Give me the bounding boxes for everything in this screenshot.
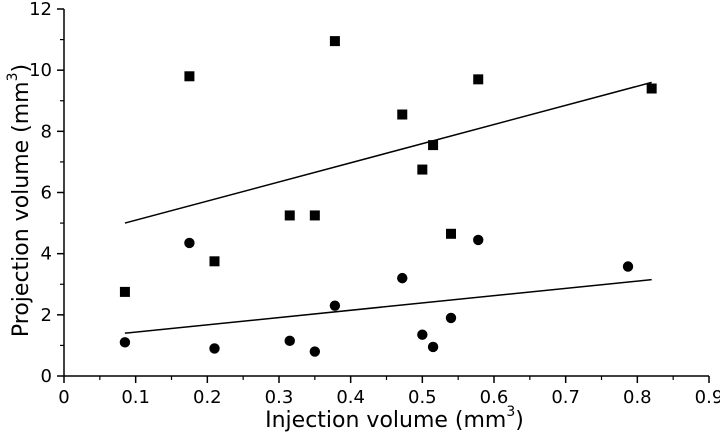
- square-marker: [309, 210, 320, 221]
- x-tick-label: 0.4: [336, 387, 365, 408]
- circle-marker: [473, 234, 484, 246]
- fit-line-series-1: [124, 81, 652, 224]
- y-tick-label: 6: [41, 183, 52, 204]
- circle-marker: [427, 341, 439, 353]
- circle-marker: [184, 237, 195, 249]
- y-tick-label: 10: [29, 60, 52, 81]
- circle-marker: [622, 261, 634, 272]
- square-marker: [397, 109, 408, 120]
- fit-lines: [124, 81, 652, 334]
- y-tick-label: 12: [29, 0, 52, 20]
- square-marker: [446, 228, 456, 239]
- x-tick-label: 0.2: [193, 387, 222, 408]
- circle-marker: [417, 329, 428, 340]
- circle-marker: [329, 300, 341, 311]
- fit-line-series-2: [124, 278, 652, 334]
- x-axis-title: Injection volume (mm3): [265, 404, 524, 433]
- y-tick-label: 0: [41, 366, 52, 387]
- y-tick-label: 2: [41, 305, 52, 326]
- square-marker: [428, 140, 439, 151]
- data-markers: [119, 36, 657, 357]
- x-tick-label: 0.8: [623, 387, 652, 408]
- x-tick-label: 0: [58, 387, 69, 408]
- y-tick-label: 8: [41, 121, 52, 142]
- circle-marker: [284, 335, 295, 347]
- y-tick-label: 4: [41, 244, 52, 265]
- square-marker: [284, 210, 295, 221]
- circle-marker: [209, 343, 220, 354]
- circle-marker: [397, 272, 408, 284]
- square-marker: [417, 164, 428, 175]
- circle-marker: [445, 312, 457, 324]
- square-marker: [329, 36, 340, 47]
- square-marker: [119, 286, 130, 297]
- x-tick-label: 0.9: [695, 387, 720, 408]
- x-tick-label: 0.7: [551, 387, 580, 408]
- x-tick-label: 0.1: [121, 387, 150, 408]
- circle-marker: [309, 346, 321, 357]
- x-tick-label: 0.5: [408, 387, 437, 408]
- circle-marker: [119, 337, 131, 348]
- square-marker: [184, 71, 195, 82]
- x-tick-label: 0.6: [480, 387, 509, 408]
- y-axis-title: Projection volume (mm3): [5, 64, 34, 337]
- x-tick-label: 0.3: [265, 387, 294, 408]
- square-marker: [209, 256, 220, 267]
- axes: 0 0.1 0.2 0.3 0.4 0.5 0.6 0.7 0.8 0.9 0 2 4 6 8 10 12: [29, 0, 720, 408]
- square-marker: [646, 83, 657, 94]
- square-marker: [473, 74, 484, 85]
